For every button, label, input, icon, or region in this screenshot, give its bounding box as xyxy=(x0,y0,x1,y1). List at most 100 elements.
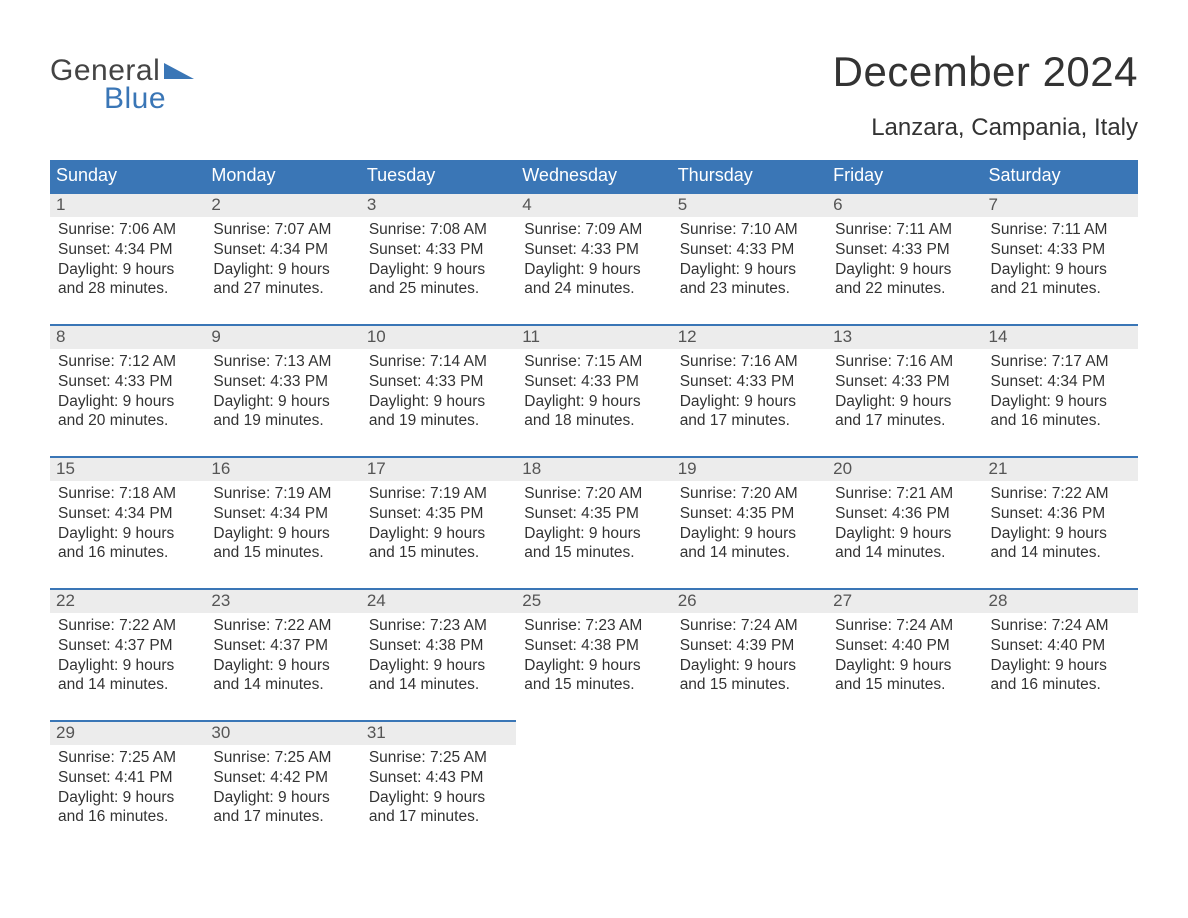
daylight-line: Daylight: 9 hours and 14 minutes. xyxy=(680,524,821,564)
sunset-line: Sunset: 4:40 PM xyxy=(991,636,1132,656)
day-30: 30Sunrise: 7:25 AMSunset: 4:42 PMDayligh… xyxy=(205,721,360,853)
day-29: 29Sunrise: 7:25 AMSunset: 4:41 PMDayligh… xyxy=(50,721,205,853)
day-number: 18 xyxy=(516,458,671,481)
sunrise-line: Sunrise: 7:09 AM xyxy=(524,220,665,240)
sunset-line: Sunset: 4:34 PM xyxy=(58,504,199,524)
day-8: 8Sunrise: 7:12 AMSunset: 4:33 PMDaylight… xyxy=(50,325,205,457)
sunset-line: Sunset: 4:33 PM xyxy=(369,240,510,260)
daylight-line: Daylight: 9 hours and 14 minutes. xyxy=(213,656,354,696)
day-28: 28Sunrise: 7:24 AMSunset: 4:40 PMDayligh… xyxy=(983,589,1138,721)
sunset-line: Sunset: 4:40 PM xyxy=(835,636,976,656)
week-row: 22Sunrise: 7:22 AMSunset: 4:37 PMDayligh… xyxy=(50,589,1138,721)
daylight-line: Daylight: 9 hours and 18 minutes. xyxy=(524,392,665,432)
day-number: 2 xyxy=(205,194,360,217)
sunrise-line: Sunrise: 7:11 AM xyxy=(991,220,1132,240)
sunset-line: Sunset: 4:42 PM xyxy=(213,768,354,788)
day-21: 21Sunrise: 7:22 AMSunset: 4:36 PMDayligh… xyxy=(983,457,1138,589)
weekday-monday: Monday xyxy=(205,160,360,193)
daylight-line: Daylight: 9 hours and 16 minutes. xyxy=(58,524,199,564)
daylight-line: Daylight: 9 hours and 23 minutes. xyxy=(680,260,821,300)
sunrise-line: Sunrise: 7:22 AM xyxy=(991,484,1132,504)
sunset-line: Sunset: 4:35 PM xyxy=(369,504,510,524)
calendar-body: 1Sunrise: 7:06 AMSunset: 4:34 PMDaylight… xyxy=(50,193,1138,853)
daylight-line: Daylight: 9 hours and 14 minutes. xyxy=(835,524,976,564)
week-row: 8Sunrise: 7:12 AMSunset: 4:33 PMDaylight… xyxy=(50,325,1138,457)
day-number: 3 xyxy=(361,194,516,217)
daylight-line: Daylight: 9 hours and 27 minutes. xyxy=(213,260,354,300)
daylight-line: Daylight: 9 hours and 14 minutes. xyxy=(58,656,199,696)
day-number: 17 xyxy=(361,458,516,481)
day-content: Sunrise: 7:22 AMSunset: 4:37 PMDaylight:… xyxy=(50,613,205,701)
sunrise-line: Sunrise: 7:21 AM xyxy=(835,484,976,504)
sunset-line: Sunset: 4:38 PM xyxy=(524,636,665,656)
daylight-line: Daylight: 9 hours and 16 minutes. xyxy=(991,656,1132,696)
sunset-line: Sunset: 4:38 PM xyxy=(369,636,510,656)
daylight-line: Daylight: 9 hours and 25 minutes. xyxy=(369,260,510,300)
day-number: 7 xyxy=(983,194,1138,217)
day-number: 22 xyxy=(50,590,205,613)
daylight-line: Daylight: 9 hours and 15 minutes. xyxy=(369,524,510,564)
sunrise-line: Sunrise: 7:07 AM xyxy=(213,220,354,240)
day-number: 14 xyxy=(983,326,1138,349)
day-number: 30 xyxy=(205,722,360,745)
sunrise-line: Sunrise: 7:19 AM xyxy=(369,484,510,504)
daylight-line: Daylight: 9 hours and 17 minutes. xyxy=(835,392,976,432)
day-content: Sunrise: 7:25 AMSunset: 4:43 PMDaylight:… xyxy=(361,745,516,833)
daylight-line: Daylight: 9 hours and 15 minutes. xyxy=(835,656,976,696)
day-content: Sunrise: 7:13 AMSunset: 4:33 PMDaylight:… xyxy=(205,349,360,437)
day-content: Sunrise: 7:19 AMSunset: 4:34 PMDaylight:… xyxy=(205,481,360,569)
sunrise-line: Sunrise: 7:23 AM xyxy=(524,616,665,636)
day-content: Sunrise: 7:20 AMSunset: 4:35 PMDaylight:… xyxy=(516,481,671,569)
day-content: Sunrise: 7:25 AMSunset: 4:42 PMDaylight:… xyxy=(205,745,360,833)
empty-day xyxy=(827,721,982,853)
daylight-line: Daylight: 9 hours and 15 minutes. xyxy=(524,524,665,564)
sunrise-line: Sunrise: 7:13 AM xyxy=(213,352,354,372)
day-content: Sunrise: 7:07 AMSunset: 4:34 PMDaylight:… xyxy=(205,217,360,305)
day-10: 10Sunrise: 7:14 AMSunset: 4:33 PMDayligh… xyxy=(361,325,516,457)
header: General Blue December 2024 Lanzara, Camp… xyxy=(50,30,1138,142)
day-4: 4Sunrise: 7:09 AMSunset: 4:33 PMDaylight… xyxy=(516,193,671,325)
weekday-row: SundayMondayTuesdayWednesdayThursdayFrid… xyxy=(50,160,1138,193)
day-content: Sunrise: 7:24 AMSunset: 4:39 PMDaylight:… xyxy=(672,613,827,701)
sunrise-line: Sunrise: 7:19 AM xyxy=(213,484,354,504)
sunrise-line: Sunrise: 7:17 AM xyxy=(991,352,1132,372)
sunrise-line: Sunrise: 7:16 AM xyxy=(835,352,976,372)
day-content: Sunrise: 7:22 AMSunset: 4:37 PMDaylight:… xyxy=(205,613,360,701)
daylight-line: Daylight: 9 hours and 17 minutes. xyxy=(369,788,510,828)
day-13: 13Sunrise: 7:16 AMSunset: 4:33 PMDayligh… xyxy=(827,325,982,457)
sunset-line: Sunset: 4:34 PM xyxy=(58,240,199,260)
day-content: Sunrise: 7:11 AMSunset: 4:33 PMDaylight:… xyxy=(983,217,1138,305)
daylight-line: Daylight: 9 hours and 16 minutes. xyxy=(991,392,1132,432)
sunrise-line: Sunrise: 7:23 AM xyxy=(369,616,510,636)
location: Lanzara, Campania, Italy xyxy=(833,114,1138,142)
daylight-line: Daylight: 9 hours and 17 minutes. xyxy=(680,392,821,432)
day-2: 2Sunrise: 7:07 AMSunset: 4:34 PMDaylight… xyxy=(205,193,360,325)
sunset-line: Sunset: 4:33 PM xyxy=(524,240,665,260)
day-content: Sunrise: 7:10 AMSunset: 4:33 PMDaylight:… xyxy=(672,217,827,305)
daylight-line: Daylight: 9 hours and 20 minutes. xyxy=(58,392,199,432)
day-number: 5 xyxy=(672,194,827,217)
sunset-line: Sunset: 4:33 PM xyxy=(680,240,821,260)
day-17: 17 Sunrise: 7:19 AMSunset: 4:35 PMDayligh… xyxy=(361,457,516,589)
sunrise-line: Sunrise: 7:18 AM xyxy=(58,484,199,504)
day-number: 16 xyxy=(205,458,360,481)
day-1: 1Sunrise: 7:06 AMSunset: 4:34 PMDaylight… xyxy=(50,193,205,325)
sunrise-line: Sunrise: 7:06 AM xyxy=(58,220,199,240)
sunrise-line: Sunrise: 7:10 AM xyxy=(680,220,821,240)
day-22: 22Sunrise: 7:22 AMSunset: 4:37 PMDayligh… xyxy=(50,589,205,721)
day-content: Sunrise: 7:06 AMSunset: 4:34 PMDaylight:… xyxy=(50,217,205,305)
month-title: December 2024 xyxy=(833,48,1138,96)
day-content: Sunrise: 7:08 AMSunset: 4:33 PMDaylight:… xyxy=(361,217,516,305)
day-number: 19 xyxy=(672,458,827,481)
day-6: 6Sunrise: 7:11 AMSunset: 4:33 PMDaylight… xyxy=(827,193,982,325)
week-row: 15Sunrise: 7:18 AMSunset: 4:34 PMDayligh… xyxy=(50,457,1138,589)
daylight-line: Daylight: 9 hours and 24 minutes. xyxy=(524,260,665,300)
day-7: 7Sunrise: 7:11 AMSunset: 4:33 PMDaylight… xyxy=(983,193,1138,325)
empty-day xyxy=(672,721,827,853)
daylight-line: Daylight: 9 hours and 15 minutes. xyxy=(213,524,354,564)
sunrise-line: Sunrise: 7:25 AM xyxy=(58,748,199,768)
day-content: Sunrise: 7:16 AMSunset: 4:33 PMDaylight:… xyxy=(827,349,982,437)
daylight-line: Daylight: 9 hours and 14 minutes. xyxy=(369,656,510,696)
weekday-saturday: Saturday xyxy=(983,160,1138,193)
sunset-line: Sunset: 4:33 PM xyxy=(991,240,1132,260)
